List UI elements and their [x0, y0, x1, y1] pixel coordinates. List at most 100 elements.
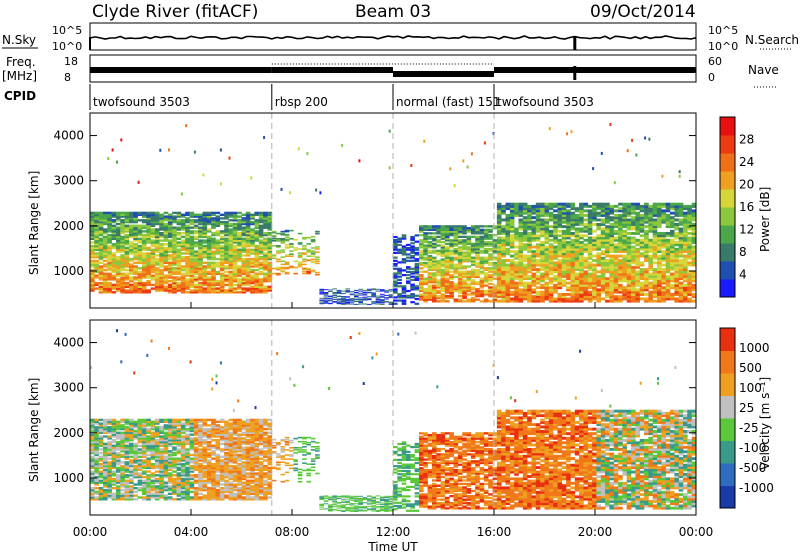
power-cell [228, 254, 234, 257]
power-cell [90, 274, 95, 277]
power-cell [129, 283, 134, 287]
power-cell [592, 243, 597, 247]
power-cell [596, 295, 601, 299]
power-cell [583, 214, 589, 217]
power-cell [605, 263, 610, 267]
power-cell [193, 235, 199, 239]
power-cell [648, 216, 653, 220]
colorbar-tick-label: 24 [739, 155, 754, 169]
power-cell [380, 293, 385, 295]
power-cell [544, 252, 550, 256]
power-cell [180, 265, 186, 268]
power-cell [648, 281, 653, 285]
power-cell [483, 232, 489, 235]
power-cell [501, 252, 506, 256]
power-cell [401, 248, 407, 251]
power-cell [154, 268, 160, 272]
power-cell [193, 265, 199, 268]
power-cell [167, 272, 173, 275]
power-cell [375, 290, 381, 292]
power-cell [198, 274, 203, 277]
power-cell [648, 227, 653, 231]
power-cell [401, 296, 407, 299]
power-cell [263, 237, 268, 240]
power-cell [159, 244, 164, 248]
velocity-cell [133, 424, 138, 427]
power-cell [553, 247, 558, 251]
power-cell [635, 256, 640, 260]
velocity-cell [94, 461, 99, 464]
power-cell [596, 297, 601, 301]
power-cell [284, 272, 290, 275]
power-cell [527, 227, 532, 231]
velocity-cell [103, 481, 108, 484]
power-cell [618, 279, 623, 283]
power-cell [596, 225, 601, 229]
power-cell [284, 239, 290, 241]
power-cell [444, 225, 450, 228]
power-cell [670, 229, 675, 233]
power-cell [618, 238, 623, 242]
power-cell [124, 285, 130, 288]
power-cell [483, 275, 489, 279]
power-cell [198, 230, 203, 233]
power-cell [444, 242, 450, 245]
velocity-cell [107, 426, 112, 429]
power-cell [531, 250, 537, 253]
power-cell [479, 300, 485, 303]
power-cell [245, 243, 251, 246]
velocity-cell [94, 498, 99, 501]
power-cell [146, 254, 151, 257]
velocity-cell [120, 483, 125, 486]
velocity-cell [107, 477, 112, 481]
velocity-cell [116, 494, 121, 497]
power-cell [245, 287, 251, 290]
power-cell [90, 237, 95, 240]
power-cell [683, 218, 688, 222]
power-cell [635, 295, 640, 299]
power-cell [665, 261, 671, 265]
power-cell [180, 289, 186, 292]
power-cell [219, 250, 225, 253]
power-cell [505, 216, 511, 220]
power-cell [414, 294, 420, 297]
power-cell [159, 220, 164, 224]
velocity-cell [124, 474, 130, 477]
power-cell [401, 299, 407, 302]
power-cell [250, 230, 255, 233]
power-cell [319, 191, 322, 195]
power-cell [254, 252, 260, 255]
power-cell [94, 243, 99, 246]
power-cell [561, 268, 567, 271]
power-cell [683, 236, 688, 240]
power-cell [470, 279, 476, 282]
power-cell [644, 279, 649, 283]
power-cell [146, 233, 151, 237]
power-cell [457, 242, 463, 245]
power-cell [466, 284, 472, 287]
power-cell [189, 250, 195, 253]
power-cell [462, 300, 467, 303]
power-cell [566, 209, 571, 213]
power-cell [267, 220, 273, 224]
power-cell [254, 291, 260, 294]
power-cell [228, 263, 234, 266]
velocity-cell [141, 437, 147, 440]
power-cell [665, 279, 671, 283]
power-cell [176, 261, 182, 264]
power-cell [691, 227, 697, 231]
power-cell [436, 253, 441, 256]
power-cell [289, 191, 292, 195]
power-cell [648, 220, 653, 224]
power-cell [150, 254, 156, 257]
power-cell [202, 246, 208, 250]
power-cell [124, 274, 130, 277]
power-cell [462, 240, 467, 244]
power-cell [384, 301, 389, 302]
power-cell [631, 277, 636, 281]
power-cell [596, 252, 601, 256]
power-cell [232, 283, 238, 287]
power-cell [609, 265, 614, 269]
power-cell [687, 204, 692, 208]
